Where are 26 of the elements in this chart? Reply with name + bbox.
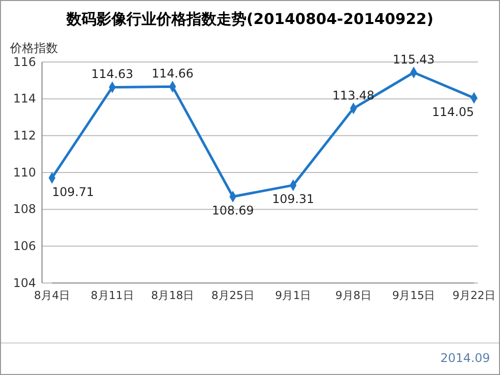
y-tick-label: 112 [13, 128, 36, 143]
data-label: 108.69 [212, 204, 254, 218]
y-tick-label: 116 [13, 54, 36, 69]
y-tick-label: 104 [13, 276, 36, 290]
x-tick-label: 9月8日 [335, 288, 372, 302]
x-tick-label: 9月15日 [392, 288, 436, 302]
data-label: 114.63 [91, 67, 134, 82]
y-axis-title: 价格指数 [9, 41, 58, 55]
data-label: 114.05 [432, 104, 474, 119]
x-tick-label: 8月18日 [151, 288, 194, 302]
data-label: 113.48 [332, 88, 374, 102]
data-label: 115.43 [392, 52, 435, 66]
x-tick-label: 8月25日 [211, 288, 254, 302]
x-tick-label: 9月1日 [275, 288, 312, 302]
y-tick-label: 110 [13, 165, 36, 180]
data-label: 114.66 [152, 66, 194, 81]
data-label: 109.71 [52, 184, 94, 199]
chart-title: 数码影像行业价格指数走势(20140804-20140922) [66, 10, 434, 28]
y-tick-label: 114 [13, 92, 36, 106]
y-tick-label: 106 [13, 239, 36, 254]
text: 2014.09 [440, 351, 490, 365]
x-tick-label: 8月11日 [90, 288, 134, 302]
y-tick-label: 108 [13, 202, 36, 216]
x-tick-label: 9月22日 [452, 288, 496, 302]
x-tick-label: 8月4日 [34, 288, 70, 302]
data-label: 109.31 [272, 192, 314, 206]
